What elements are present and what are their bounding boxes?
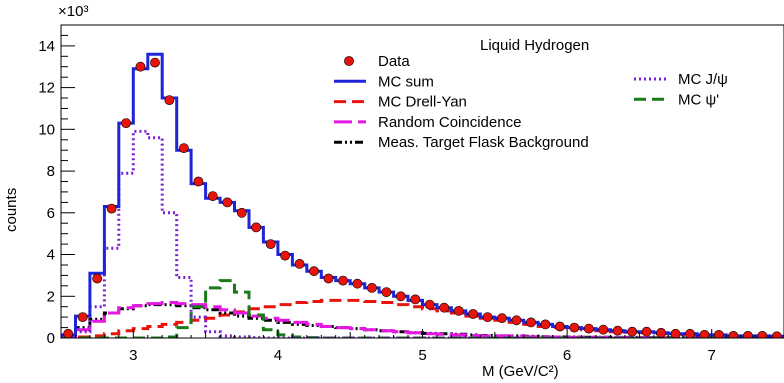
data-point (656, 327, 666, 338)
data-point (555, 321, 565, 332)
data-point (598, 324, 609, 335)
data-point (265, 239, 276, 249)
data-point (135, 61, 146, 72)
y-tick-label: 12 (38, 80, 55, 97)
y-tick-label: 14 (38, 38, 55, 55)
data-point (526, 317, 536, 328)
x-axis: 3 4 5 6 7 (60, 329, 770, 364)
data-point (771, 331, 782, 338)
data-point (92, 273, 103, 284)
data-point (511, 315, 522, 326)
data-point (222, 197, 233, 208)
y-tick-label: 4 (47, 247, 55, 264)
series-line-mc-drell-yan (61, 298, 784, 338)
data-point (352, 278, 363, 289)
legend-label-mc-j: MC J/ψ (678, 71, 728, 88)
data-point (757, 331, 768, 338)
data-point (106, 203, 117, 214)
data-point (77, 312, 88, 322)
data-point (251, 222, 262, 233)
legend-label-mc-sum: MC sum (378, 73, 434, 90)
y-tick-label: 10 (38, 121, 55, 138)
data-point (164, 95, 175, 105)
y-tick-label: 8 (47, 163, 55, 180)
data-point (670, 328, 681, 338)
x-tick-label: 4 (274, 347, 282, 364)
data-point (685, 328, 695, 338)
y-multiplier-label: ×10³ (58, 3, 88, 20)
x-tick-label: 3 (129, 347, 137, 364)
x-axis-title: M (GeV/C²) (482, 363, 559, 380)
plot-frame (60, 24, 784, 339)
data-point (323, 273, 334, 284)
y-axis-title: counts (3, 188, 20, 232)
series-data (63, 57, 782, 338)
legend-label-mc: MC ψ' (678, 91, 719, 108)
data-point (540, 319, 551, 330)
legend-marker-data (344, 56, 354, 66)
chart-title: Liquid Hydrogen (480, 37, 589, 54)
data-point (366, 282, 377, 293)
data-point (193, 176, 204, 187)
data-point (381, 287, 392, 297)
data-point (728, 331, 739, 338)
y-axis: 0 2 4 6 8 10 12 14 (38, 24, 75, 347)
data-point (63, 328, 74, 338)
y-tick-label: 2 (47, 288, 55, 305)
data-point (309, 266, 319, 277)
data-point (612, 325, 623, 336)
plot-area (61, 52, 784, 338)
data-point (121, 118, 131, 128)
data-point (482, 312, 493, 322)
data-point (207, 191, 218, 201)
data-point (699, 330, 710, 338)
data-point (641, 326, 652, 337)
data-point (569, 322, 580, 333)
y-tick-label: 0 (47, 330, 55, 347)
data-point (453, 305, 464, 316)
data-point (395, 291, 406, 302)
data-point (338, 275, 348, 286)
data-point (714, 330, 724, 338)
data-point (178, 143, 189, 153)
y-tick-label: 6 (47, 205, 55, 222)
x-tick-label: 7 (708, 347, 716, 364)
data-point (236, 207, 247, 218)
data-point (583, 323, 594, 334)
x-tick-label: 5 (418, 347, 426, 364)
data-point (424, 299, 435, 310)
legend-label-meas-target-flask-background: Meas. Target Flask Background (378, 134, 589, 151)
data-point (280, 250, 290, 261)
data-point (627, 326, 638, 337)
data-point (468, 309, 478, 319)
legend: Data MC sum MC Drell-Yan Random Coincidence… (334, 53, 728, 151)
data-point (410, 294, 421, 305)
x-tick-label: 6 (563, 347, 571, 364)
legend-label-data: Data (378, 53, 410, 70)
series-line-mc (61, 279, 784, 338)
data-point (294, 258, 305, 269)
data-point (743, 331, 753, 338)
legend-label-random-coincidence: Random Coincidence (378, 114, 521, 131)
data-point (439, 302, 450, 313)
data-point (497, 313, 507, 324)
data-point (150, 57, 160, 68)
legend-label-mc-drell-yan: MC Drell-Yan (378, 94, 467, 111)
